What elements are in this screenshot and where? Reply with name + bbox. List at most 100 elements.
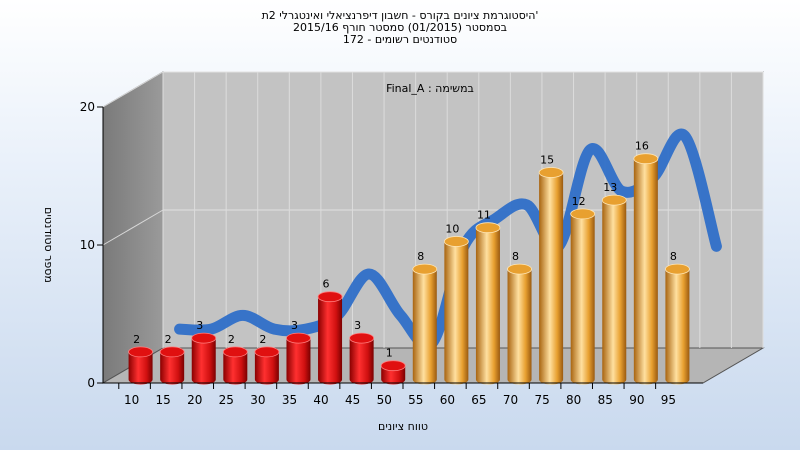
x-tick-label: 40 (313, 393, 328, 407)
x-tick-label: 50 (377, 393, 392, 407)
y-tick-label: 10 (80, 238, 95, 252)
bar: 2 (222, 333, 248, 385)
x-tick-label: 90 (629, 393, 644, 407)
bar: 2 (128, 333, 153, 385)
data-label: 2 (259, 333, 266, 346)
bar-top (507, 263, 532, 275)
bar: 1 (380, 347, 406, 385)
data-label: 13 (603, 181, 617, 194)
bar: 12 (570, 195, 596, 385)
chart-title-line-2: בסמסטר (01/2015) סמסטר חורף 2015/16 (293, 21, 507, 34)
x-tick-label: 75 (534, 393, 549, 407)
bar-top (665, 263, 690, 275)
y-axis-label: מספר סטודנטים (42, 207, 55, 283)
annotation-label: Final_A : במשימה (386, 82, 474, 95)
x-tick-label: 80 (566, 393, 581, 407)
x-tick-label: 70 (503, 393, 518, 407)
bar-body (349, 338, 374, 385)
bar-body (602, 200, 627, 385)
x-tick-label: 85 (598, 393, 613, 407)
x-tick-label: 10 (124, 393, 139, 407)
chart-title-line-1: היסטוגרמת ציונים בקורס - חשבון דיפרנציאל… (261, 9, 539, 22)
bar-top (222, 346, 248, 358)
bar-top (633, 153, 659, 165)
bar-top (601, 194, 627, 206)
bar: 13 (601, 181, 627, 385)
data-label: 8 (670, 250, 677, 263)
bar-body (318, 296, 343, 385)
bar-top (286, 332, 311, 344)
bar-body (223, 351, 248, 385)
bar: 8 (507, 250, 532, 385)
bar-body (191, 338, 216, 385)
bar-body (507, 269, 532, 385)
data-label: 3 (291, 319, 298, 332)
data-label: 11 (477, 209, 491, 222)
data-label: 6 (323, 278, 330, 291)
bar-top (538, 167, 564, 178)
x-tick-label: 35 (282, 393, 297, 407)
bar-body (412, 269, 437, 385)
data-label: 16 (635, 140, 649, 153)
x-axis-label: טווח ציונים (378, 420, 428, 433)
data-label: 2 (165, 333, 172, 346)
data-label: 2 (133, 333, 140, 346)
chart-title-line-3: 172 - סטודנטים רשומים (342, 33, 458, 46)
bar-top (380, 360, 406, 372)
x-tick-label: 30 (250, 393, 265, 407)
x-tick-label: 95 (661, 393, 676, 407)
x-tick-label: 15 (156, 393, 171, 407)
data-label: 12 (572, 195, 586, 208)
data-label: 3 (354, 319, 361, 332)
data-label: 3 (196, 319, 203, 332)
bar-body (160, 351, 185, 385)
bars: 2 2 3 2 2 3 6 3 1 8 10 11 8 15 12 13 16 8 (128, 140, 690, 385)
bar-body (254, 351, 279, 385)
data-label: 10 (445, 223, 459, 236)
y-tick-label: 20 (80, 100, 95, 114)
data-label: 8 (417, 250, 424, 263)
bar-top (443, 236, 469, 247)
bar-body (475, 227, 500, 385)
data-label: 1 (386, 347, 393, 360)
bar-body (539, 172, 564, 385)
bar: 3 (191, 319, 217, 385)
bar-top (254, 346, 280, 358)
data-label: 2 (228, 333, 235, 346)
axes: 0 10 20 10 15 20 25 30 35 40 45 50 55 60 65 70 75 80 85 90 9… (80, 100, 703, 407)
y-tick-label: 0 (87, 376, 95, 390)
bar: 2 (159, 333, 185, 385)
bar-top (475, 222, 501, 234)
data-label: 15 (540, 154, 554, 167)
bar: 2 (254, 333, 280, 385)
bar-top (191, 332, 217, 344)
grid-line-left (102, 71, 164, 108)
bar-top (570, 208, 596, 220)
x-tick-label: 45 (345, 393, 360, 407)
grid-line-left (102, 209, 164, 246)
bar: 8 (412, 250, 438, 385)
bar-body (665, 269, 690, 385)
bar-top (412, 263, 438, 275)
bar: 6 (317, 278, 343, 385)
x-tick-label: 20 (187, 393, 202, 407)
x-tick-label: 25 (219, 393, 234, 407)
bar: 8 (665, 250, 690, 385)
bar-body (286, 338, 311, 385)
bar-top (159, 346, 185, 358)
bar: 15 (538, 154, 564, 385)
bar-body (633, 158, 658, 385)
bar-body (128, 351, 153, 385)
bar: 3 (349, 319, 375, 385)
x-tick-label: 65 (471, 393, 486, 407)
bar: 16 (633, 140, 659, 385)
bar: 3 (286, 319, 311, 385)
bar-top (349, 332, 375, 344)
x-tick-label: 60 (440, 393, 455, 407)
bar-top (128, 346, 153, 358)
data-label: 8 (512, 250, 519, 263)
x-tick-label: 55 (408, 393, 423, 407)
bar-body (444, 241, 469, 385)
